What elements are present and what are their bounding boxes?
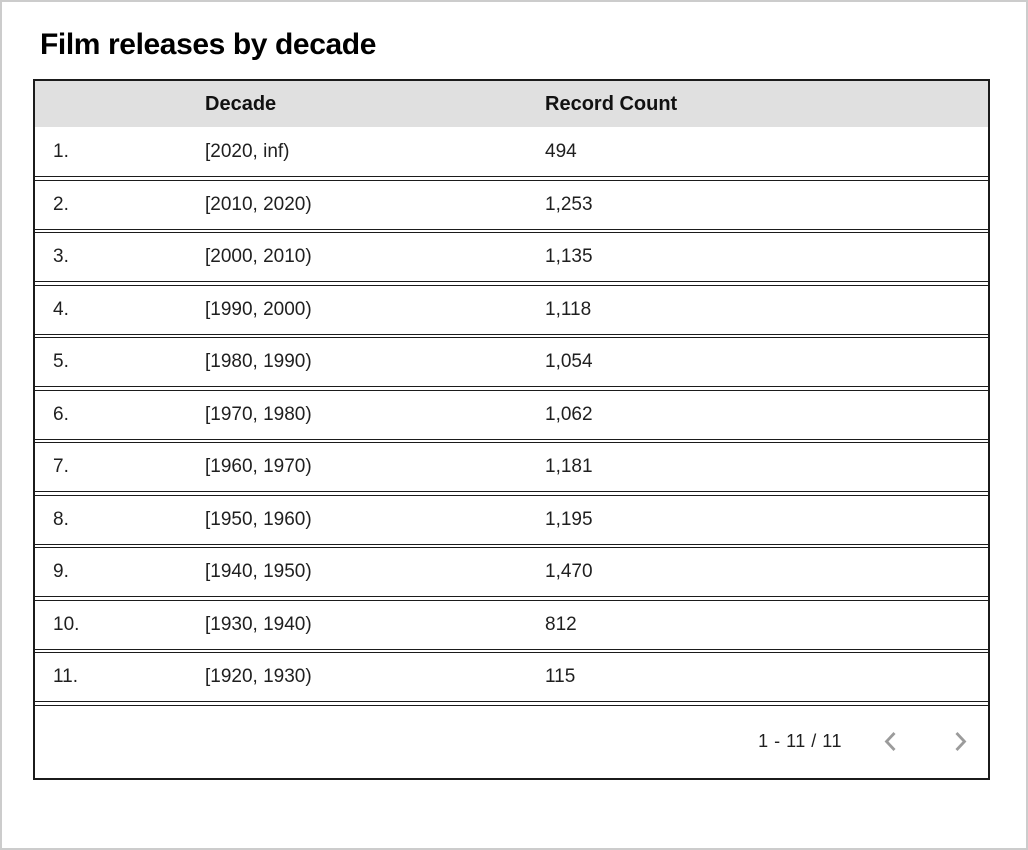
decade-cell: [1960, 1970) (205, 456, 312, 477)
record-count-cell: 1,054 (545, 351, 593, 372)
row-number-cell: 1. (53, 140, 69, 162)
table-pagination-footer: 1 - 11 / 11 (35, 704, 988, 778)
record-count-cell: 1,062 (545, 403, 593, 425)
decade-cell: [1970, 1980) (205, 403, 312, 425)
chevron-right-icon (954, 732, 966, 751)
table-header-row: Decade Record Count (35, 81, 988, 127)
pagination-range-label: 1 - 11 / 11 (758, 731, 842, 751)
chevron-left-icon (884, 732, 896, 751)
decade-cell: [1990, 2000) (205, 298, 312, 320)
table-row: 11. [1920, 1930) 115 (35, 652, 988, 702)
record-count-cell: 1,470 (545, 561, 593, 582)
decade-cell: [1980, 1990) (205, 351, 312, 372)
decade-cell: [1950, 1960) (205, 508, 312, 530)
table-row: 6. [1970, 1980) 1,062 (35, 389, 988, 440)
data-table: Decade Record Count 1. [2020, inf) 494 2… (33, 79, 990, 780)
row-number-cell: 3. (53, 246, 69, 267)
row-number-cell: 9. (53, 561, 69, 582)
decade-cell: [2020, inf) (205, 140, 290, 162)
table-body: 1. [2020, inf) 494 2. [2010, 2020) 1,253… (35, 127, 988, 702)
decade-cell: [1940, 1950) (205, 561, 312, 582)
row-number-cell: 7. (53, 456, 69, 477)
record-count-cell: 1,195 (545, 508, 593, 530)
record-count-cell: 1,253 (545, 193, 593, 215)
record-count-cell: 1,181 (545, 456, 593, 477)
column-header-record-count[interactable]: Record Count (545, 92, 678, 115)
record-count-cell: 494 (545, 140, 577, 162)
table-row: 8. [1950, 1960) 1,195 (35, 494, 988, 545)
column-header-decade[interactable]: Decade (205, 92, 277, 115)
table-row: 5. [1980, 1990) 1,054 (35, 337, 988, 387)
decade-cell: [1930, 1940) (205, 613, 312, 635)
row-number-cell: 6. (53, 403, 69, 425)
table-row: 9. [1940, 1950) 1,470 (35, 547, 988, 597)
table-row: 1. [2020, inf) 494 (35, 127, 988, 177)
record-count-cell: 1,135 (545, 246, 593, 267)
record-count-cell: 1,118 (545, 298, 592, 320)
row-number-cell: 10. (53, 613, 80, 635)
page-title: Film releases by decade (40, 28, 376, 61)
row-number-cell: 5. (53, 351, 69, 372)
row-number-cell: 4. (53, 298, 69, 320)
row-number-cell: 2. (53, 193, 69, 215)
table-row: 2. [2010, 2020) 1,253 (35, 179, 988, 230)
row-number-cell: 11. (53, 666, 79, 687)
table-row: 10. [1930, 1940) 812 (35, 599, 988, 650)
table-row: 7. [1960, 1970) 1,181 (35, 442, 988, 492)
decade-cell: [2010, 2020) (205, 193, 312, 215)
decade-cell: [1920, 1930) (205, 666, 312, 687)
next-page-button[interactable] (940, 722, 980, 762)
record-count-cell: 812 (545, 613, 577, 635)
table-row: 3. [2000, 2010) 1,135 (35, 232, 988, 282)
decade-cell: [2000, 2010) (205, 246, 312, 267)
row-number-cell: 8. (53, 508, 69, 530)
prev-page-button[interactable] (870, 722, 910, 762)
record-count-cell: 115 (545, 666, 576, 687)
table-row: 4. [1990, 2000) 1,118 (35, 284, 988, 335)
